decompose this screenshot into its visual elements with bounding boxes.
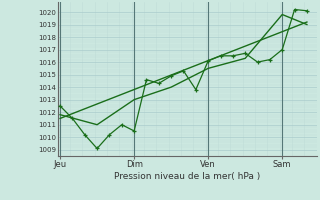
X-axis label: Pression niveau de la mer( hPa ): Pression niveau de la mer( hPa ) (114, 172, 260, 181)
